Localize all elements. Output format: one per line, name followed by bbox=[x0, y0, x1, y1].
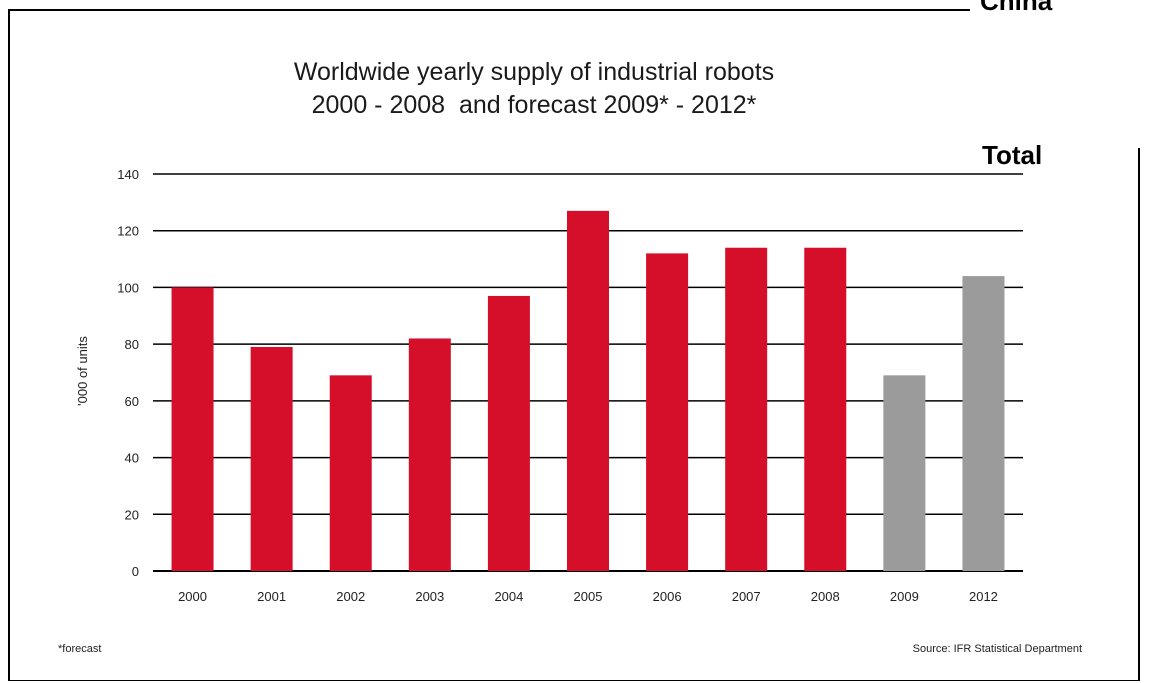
corner-label-total: Total bbox=[982, 140, 1043, 170]
y-tick-label: 80 bbox=[125, 337, 139, 352]
bar-2008 bbox=[804, 247, 847, 571]
forecast-footnote: *forecast bbox=[58, 643, 101, 655]
bar-2003 bbox=[408, 338, 451, 571]
frame-right-border bbox=[1138, 148, 1140, 681]
frame-left-border bbox=[8, 9, 10, 681]
x-tick-label: 2003 bbox=[415, 589, 444, 604]
frame-bottom-border bbox=[8, 680, 1140, 681]
source-note: Source: IFR Statistical Department bbox=[913, 643, 1082, 655]
x-tick-label: 2012 bbox=[969, 589, 998, 604]
bar-2002 bbox=[329, 375, 372, 571]
x-tick-label: 2009 bbox=[890, 589, 919, 604]
x-tick-label: 2005 bbox=[574, 589, 603, 604]
y-tick-label: 0 bbox=[132, 564, 139, 579]
bar-2000 bbox=[171, 287, 214, 571]
x-axis-tick-labels: 2000 2001 2002 2003 2004 2005 2006 2007 2008 2009… bbox=[178, 589, 998, 604]
bar-2009 bbox=[883, 375, 926, 571]
y-tick-label: 140 bbox=[117, 167, 139, 182]
corner-label-china: China bbox=[980, 0, 1053, 16]
x-tick-label: 2008 bbox=[811, 589, 840, 604]
y-tick-label: 20 bbox=[125, 507, 139, 522]
x-tick-label: 2004 bbox=[494, 589, 523, 604]
y-tick-label: 40 bbox=[125, 451, 139, 466]
chart-title: Worldwide yearly supply of industrial ro… bbox=[294, 58, 774, 86]
y-tick-label: 60 bbox=[125, 394, 139, 409]
x-tick-label: 2006 bbox=[653, 589, 682, 604]
y-tick-label: 100 bbox=[117, 280, 139, 295]
bars bbox=[171, 210, 1005, 571]
bar-2005 bbox=[567, 210, 609, 571]
frame-top-border bbox=[8, 9, 970, 11]
bar-2001 bbox=[250, 346, 293, 571]
x-tick-label: 2007 bbox=[732, 589, 761, 604]
y-axis-tick-labels: 0 20 40 60 80 100 120 140 bbox=[117, 167, 139, 579]
y-axis-label: '000 of units bbox=[75, 336, 90, 406]
bar-2006 bbox=[646, 253, 689, 571]
x-tick-label: 2002 bbox=[336, 589, 365, 604]
bar-2012 bbox=[962, 276, 1005, 571]
x-tick-label: 2000 bbox=[178, 589, 207, 604]
chart-subtitle: 2000 - 2008 and forecast 2009* - 2012* bbox=[312, 91, 757, 119]
y-tick-label: 120 bbox=[117, 224, 139, 239]
x-tick-label: 2001 bbox=[257, 589, 286, 604]
bar-2004 bbox=[487, 295, 530, 571]
bar-2007 bbox=[725, 247, 768, 571]
